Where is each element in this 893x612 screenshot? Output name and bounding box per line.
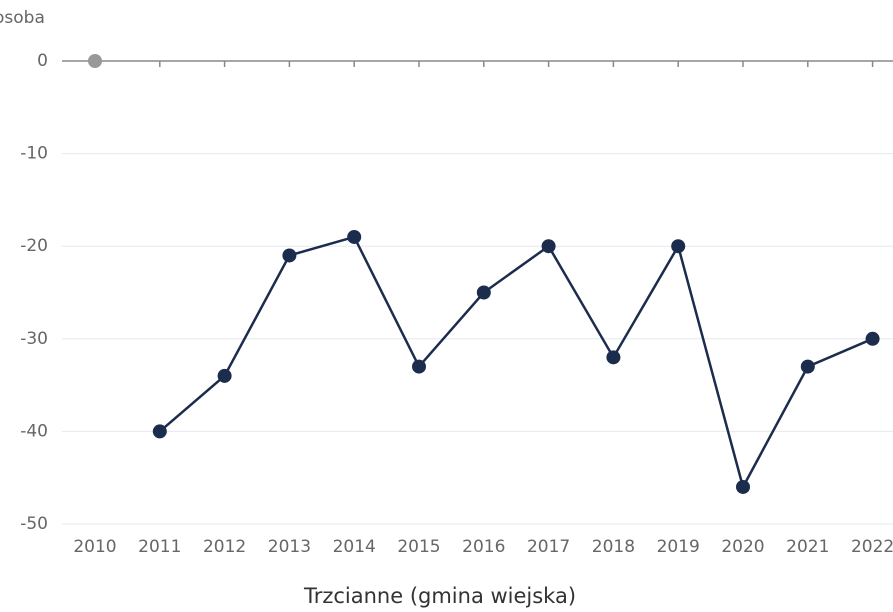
x-tick-label: 2018 <box>592 537 635 557</box>
x-tick-label: 2022 <box>851 537 893 557</box>
y-tick-label: -50 <box>20 514 48 534</box>
x-tick-label: 2011 <box>138 537 181 557</box>
point <box>865 331 880 346</box>
x-tick-label: 2012 <box>203 537 246 557</box>
point <box>736 479 750 494</box>
x-tick-label: 2017 <box>527 537 570 557</box>
point <box>541 239 556 254</box>
point <box>800 359 815 374</box>
x-tick-label: 2013 <box>268 537 311 557</box>
x-tick-label: 2019 <box>657 537 700 557</box>
y-tick-label: -30 <box>20 329 48 349</box>
point <box>217 368 232 383</box>
point <box>347 229 362 244</box>
point <box>476 285 491 300</box>
x-tick-label: 2010 <box>73 537 116 557</box>
x-tick-label: 2016 <box>462 537 505 557</box>
line <box>158 235 874 491</box>
y-tick-label: -20 <box>20 236 48 256</box>
point <box>152 424 167 439</box>
point <box>412 359 426 374</box>
x-axis-label: Trzcianne (gmina wiejska) <box>303 584 576 608</box>
x-tick-label: 2020 <box>721 537 764 557</box>
x-tick-label: 2014 <box>333 537 376 557</box>
point <box>606 350 621 365</box>
y-axis-label: osoba <box>0 8 45 28</box>
y-tick-label: 0 <box>37 51 48 71</box>
point <box>671 239 686 254</box>
y-tick-label: -40 <box>20 421 48 441</box>
point <box>88 54 102 68</box>
point <box>282 248 297 263</box>
x-tick-label: 2015 <box>397 537 440 557</box>
x-tick-label: 2021 <box>786 537 829 557</box>
y-tick-label: -10 <box>20 144 48 164</box>
